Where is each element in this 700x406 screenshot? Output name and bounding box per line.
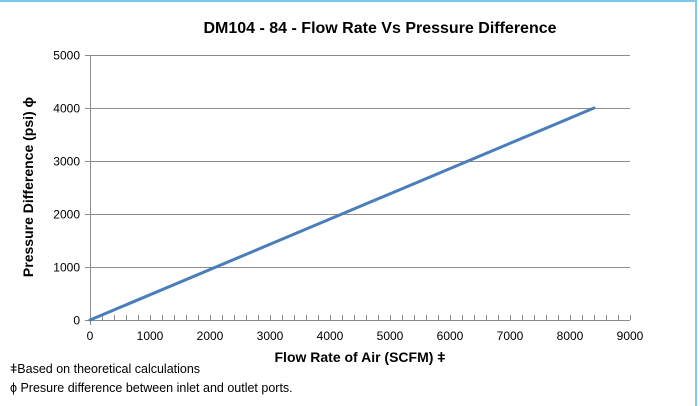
x-tick-label: 5000 — [377, 329, 404, 343]
y-tick-label: 2000 — [53, 208, 80, 222]
y-tick-label: 0 — [73, 314, 80, 328]
x-tick-label: 0 — [87, 329, 94, 343]
x-tick-label: 1000 — [137, 329, 164, 343]
y-tick-label: 4000 — [53, 102, 80, 116]
y-tick-label: 5000 — [53, 49, 80, 63]
x-tick-label: 4000 — [317, 329, 344, 343]
series — [88, 106, 596, 322]
y-tick-label: 3000 — [53, 155, 80, 169]
series-line-0 — [88, 106, 596, 322]
tick-labels: 0 1000 2000 3000 4000 5000 0 1000 2000 3000 4000 50… — [53, 49, 643, 344]
x-tick-label: 7000 — [497, 329, 524, 343]
chart-title: DM104 - 84 - Flow Rate Vs Pressure Diffe… — [203, 20, 556, 37]
x-tick-label: 3000 — [257, 329, 284, 343]
x-tick-label: 2000 — [197, 329, 224, 343]
y-tick-label: 1000 — [53, 261, 80, 275]
footnote-calculation-basis: ǂBased on theoretical calculations — [10, 362, 201, 376]
footnote-pressure-definition: ϕ Presure difference between inlet and o… — [10, 381, 293, 395]
gridlines — [90, 55, 630, 268]
axes — [85, 55, 631, 325]
x-tick-label: 9000 — [617, 329, 644, 343]
x-axis-title: Flow Rate of Air (SCFM) ǂ — [275, 349, 446, 365]
x-tick-label: 8000 — [557, 329, 584, 343]
x-tick-label: 6000 — [437, 329, 464, 343]
y-axis-title: Pressure Difference (psi) ϕ — [20, 97, 36, 277]
